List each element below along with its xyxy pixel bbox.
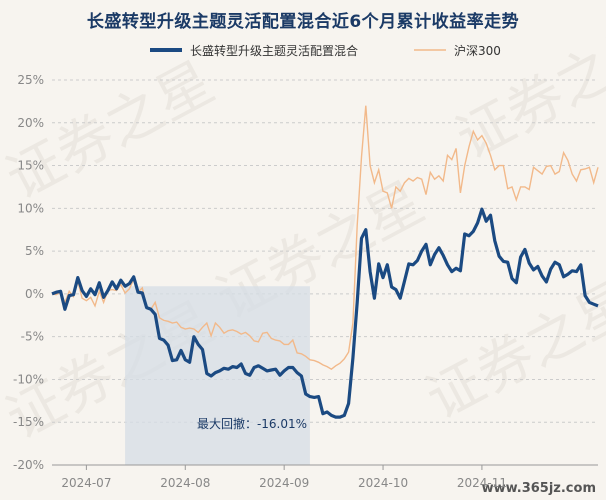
- legend-label-hs300: 沪深300: [454, 44, 501, 58]
- x-axis: 2024-07 2024-08 2024-09 2024-10 2024-11: [52, 464, 598, 490]
- x-tick-label: 2024-11: [457, 476, 507, 490]
- series-lines: [51, 105, 599, 419]
- chart-title: 长盛转型升级主题灵活配置混合近6个月累计收益率走势: [86, 12, 520, 32]
- y-tick-label: -20%: [13, 458, 44, 472]
- x-tick-label: 2024-09: [259, 476, 309, 490]
- series-line-hs300: [51, 105, 599, 371]
- legend: 长盛转型升级主题灵活配置混合 沪深300: [150, 43, 501, 58]
- y-tick-label: 10%: [17, 201, 44, 215]
- legend-label-fund: 长盛转型升级主题灵活配置混合: [190, 43, 358, 58]
- y-tick-label: -10%: [13, 372, 44, 386]
- x-tick-label: 2024-08: [160, 476, 210, 490]
- y-tick-label: 5%: [25, 244, 44, 258]
- y-tick-label: 15%: [17, 159, 44, 173]
- annotation: 最大回撤：-16.01%: [197, 416, 307, 431]
- drawdown-area: [125, 286, 310, 465]
- y-tick-label: 20%: [17, 116, 44, 130]
- y-tick-label: -5%: [21, 330, 44, 344]
- y-tick-label: 0%: [25, 287, 44, 301]
- x-tick-label: 2024-07: [61, 476, 111, 490]
- x-tick-label: 2024-10: [358, 476, 408, 490]
- y-tick-label: -15%: [13, 415, 44, 429]
- watermark-url: www.365jz.com: [482, 481, 596, 496]
- y-axis: 25% 20% 15% 10% 5% 0% -5% -10% -15% -20%: [13, 73, 44, 472]
- drawdown-shade: [125, 286, 310, 465]
- series-line-fund: [51, 207, 599, 419]
- watermark-text: 证券之星: [446, 10, 606, 173]
- y-tick-label: 25%: [17, 73, 44, 87]
- max-drawdown-label: 最大回撤：-16.01%: [197, 416, 307, 431]
